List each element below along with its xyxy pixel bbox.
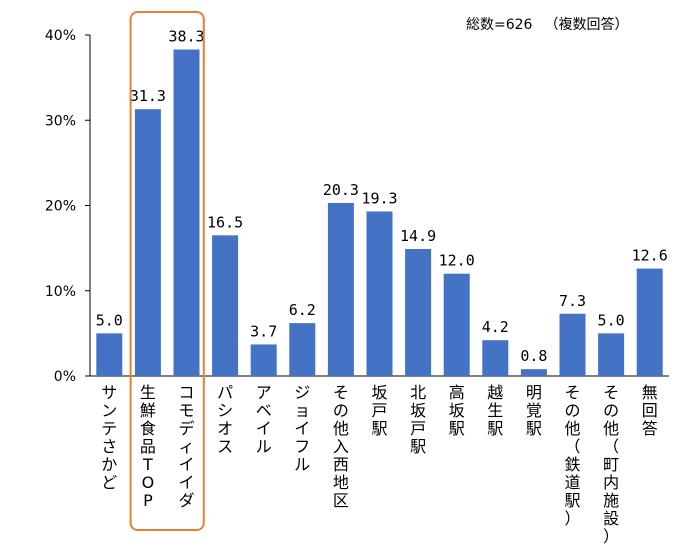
category-label: サンテさかど <box>101 383 117 492</box>
value-label: 14.9 <box>400 227 436 245</box>
bar <box>598 333 625 376</box>
category-label: 坂戸駅 <box>371 383 387 438</box>
category-label: ジョイフル <box>294 383 310 474</box>
bar <box>366 211 393 376</box>
value-label: 0.8 <box>520 347 547 365</box>
category-label: その他入西地区 <box>333 383 349 510</box>
y-tick-label: 20% <box>45 199 76 215</box>
bar <box>289 323 316 376</box>
value-label: 5.0 <box>96 311 123 329</box>
category-label: 高坂駅 <box>449 383 465 438</box>
value-label: 19.3 <box>361 189 397 207</box>
bar <box>482 340 509 376</box>
value-label: 16.5 <box>207 213 243 231</box>
y-tick-label: 10% <box>45 284 76 300</box>
bar <box>327 202 354 376</box>
bar <box>173 49 200 377</box>
value-label: 3.7 <box>250 322 277 340</box>
category-label: その他（鉄道駅） <box>564 383 580 528</box>
y-tick-label: 0% <box>54 369 76 385</box>
value-label: 12.0 <box>439 252 475 270</box>
value-label: 38.3 <box>168 27 204 45</box>
category-label: アベイル <box>256 383 272 456</box>
value-label: 5.0 <box>598 311 625 329</box>
value-label: 7.3 <box>559 292 586 310</box>
value-label: 20.3 <box>323 181 359 199</box>
multiple-answer-note: （複数回答） <box>544 17 629 33</box>
sample-note: 総数=626 （複数回答） <box>466 14 628 34</box>
value-label: 6.2 <box>289 301 316 319</box>
category-label: コモディイイダ <box>178 383 194 510</box>
bar <box>212 235 239 376</box>
y-tick-label: 30% <box>45 113 76 129</box>
bar <box>636 268 663 376</box>
bar <box>443 273 470 376</box>
bar <box>405 248 432 376</box>
bar <box>250 344 277 376</box>
value-label: 4.2 <box>482 318 509 336</box>
value-label: 12.6 <box>632 247 668 265</box>
category-label: 生鮮食品 T O P <box>140 383 156 510</box>
category-label: その他（町内施設） <box>603 383 619 546</box>
category-label: 無回答 <box>642 383 658 438</box>
value-label: 31.3 <box>130 87 166 105</box>
bar <box>520 369 547 376</box>
category-label: 明覚駅 <box>526 383 542 438</box>
category-label: パシオス <box>217 383 233 456</box>
bar <box>134 109 161 376</box>
y-tick-label: 40% <box>45 28 76 44</box>
bar <box>559 313 586 376</box>
highlight-box <box>129 11 205 531</box>
category-label: 越生駅 <box>487 383 503 438</box>
bar <box>96 333 123 376</box>
total-count: 総数=626 <box>466 17 533 33</box>
category-label: 北坂戸駅 <box>410 383 426 456</box>
